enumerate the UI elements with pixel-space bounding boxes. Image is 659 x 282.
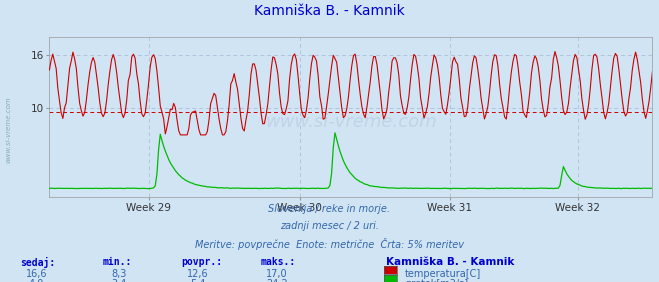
Text: Slovenija / reke in morje.: Slovenija / reke in morje. [268,204,391,214]
Text: 16,6: 16,6 [26,269,47,279]
Text: Meritve: povprečne  Enote: metrične  Črta: 5% meritev: Meritve: povprečne Enote: metrične Črta:… [195,238,464,250]
Text: 4,0: 4,0 [28,279,44,282]
Text: maks.:: maks.: [260,257,295,266]
Text: www.si-vreme.com: www.si-vreme.com [5,96,11,163]
Text: www.si-vreme.com: www.si-vreme.com [265,113,437,131]
Text: sedaj:: sedaj: [20,257,55,268]
Text: 3,4: 3,4 [111,279,127,282]
Text: temperatura[C]: temperatura[C] [405,269,481,279]
Text: 17,0: 17,0 [266,269,287,279]
Text: 5,4: 5,4 [190,279,206,282]
Text: Kamniška B. - Kamnik: Kamniška B. - Kamnik [386,257,514,266]
Text: 24,2: 24,2 [266,279,288,282]
Text: Kamniška B. - Kamnik: Kamniška B. - Kamnik [254,4,405,18]
Text: min.:: min.: [102,257,132,266]
Text: 12,6: 12,6 [187,269,208,279]
Text: povpr.:: povpr.: [181,257,222,266]
Text: zadnji mesec / 2 uri.: zadnji mesec / 2 uri. [280,221,379,231]
Text: pretok[m3/s]: pretok[m3/s] [405,279,468,282]
Text: 8,3: 8,3 [111,269,127,279]
